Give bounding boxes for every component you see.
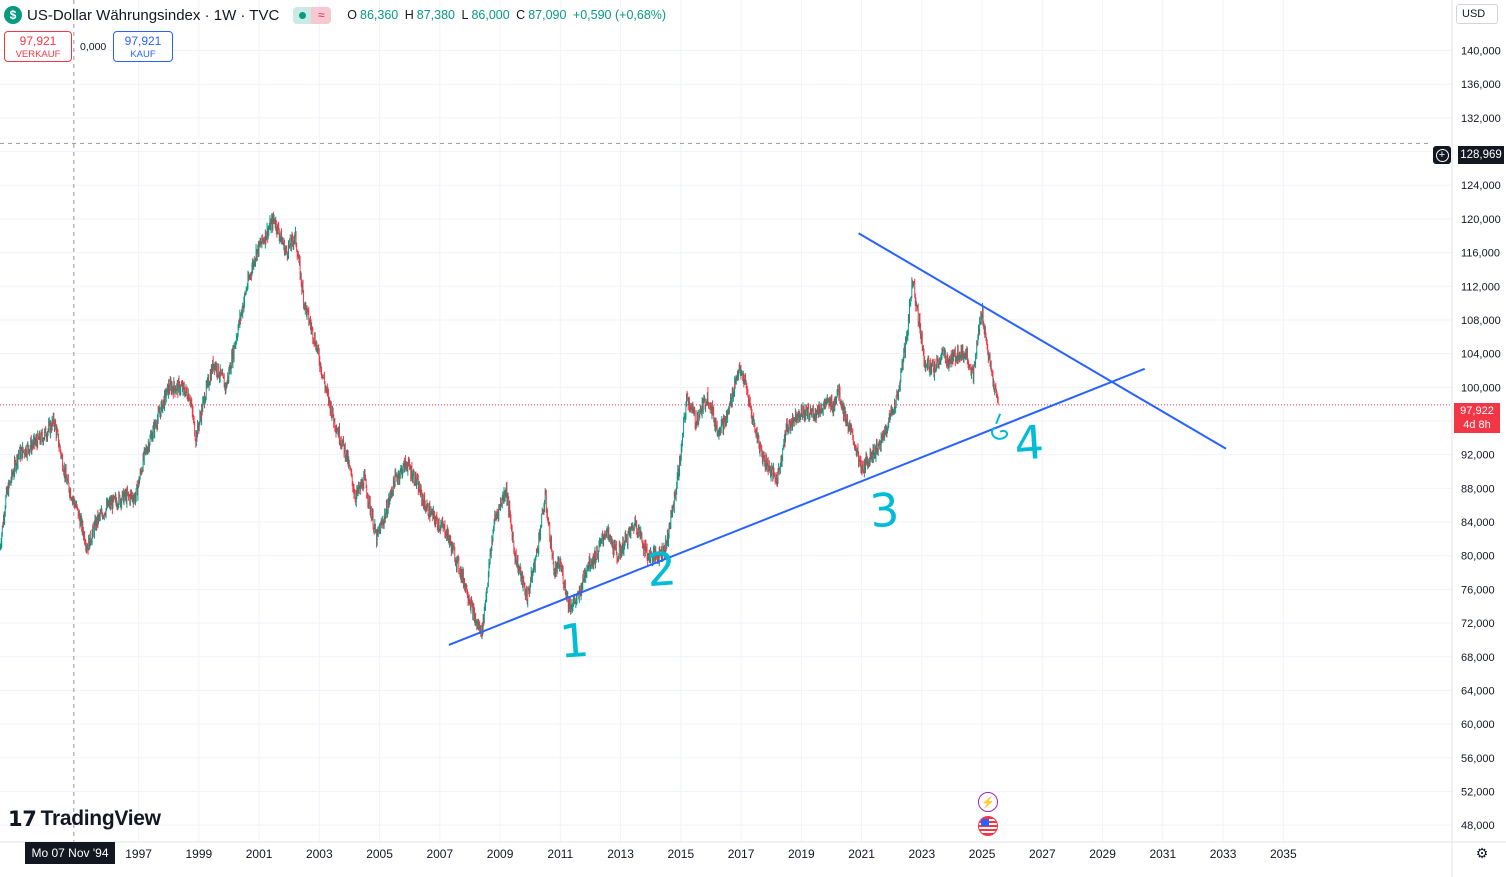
bar-countdown: 4d 8h <box>1463 419 1491 431</box>
x-tick-label: 1999 <box>185 847 212 861</box>
event-us-flag-icon[interactable] <box>978 816 998 836</box>
x-tick-label: 1997 <box>125 847 152 861</box>
y-tick-label: 72,000 <box>1461 618 1495 630</box>
annotation-2: 2 <box>645 541 678 597</box>
market-open-icon <box>293 6 312 24</box>
x-tick-label: 2019 <box>788 847 815 861</box>
y-tick-label: 48,000 <box>1461 820 1495 832</box>
plus-icon: + <box>1435 148 1449 162</box>
x-tick-label: 2017 <box>728 847 755 861</box>
x-tick-label: 2031 <box>1149 847 1176 861</box>
legend-header: $ US-Dollar Währungsindex · 1W · TVC ≈ O… <box>4 4 669 26</box>
y-tick-label: 92,000 <box>1461 450 1495 462</box>
status-pill[interactable]: ≈ <box>293 6 332 24</box>
x-tick-label: 2003 <box>306 847 333 861</box>
x-tick-label: 2015 <box>667 847 694 861</box>
y-tick-label: 56,000 <box>1461 753 1495 765</box>
add-alert-button[interactable]: + <box>1433 146 1451 164</box>
y-tick-label: 132,000 <box>1461 113 1501 125</box>
x-tick-label: 2009 <box>487 847 514 861</box>
low-label: L <box>461 8 469 22</box>
y-tick-label: 84,000 <box>1461 517 1495 529</box>
x-tick-label: 2023 <box>908 847 935 861</box>
trendlines <box>448 232 1227 646</box>
y-tick-label: 120,000 <box>1461 214 1501 226</box>
change-value: +0,590 (+0,68%) <box>572 8 667 22</box>
annotation-3: 3 <box>868 482 901 538</box>
current-price: 97,922 <box>1460 405 1494 417</box>
sell-button[interactable]: 97,921 VERKAUF <box>4 31 72 62</box>
x-tick-label: 2025 <box>969 847 996 861</box>
logo-text: TradingView <box>40 807 161 830</box>
buy-price: 97,921 <box>124 34 162 48</box>
x-tick-label: 2027 <box>1029 847 1056 861</box>
y-tick-label: 124,000 <box>1461 180 1501 192</box>
annotation-4: 4 <box>1013 415 1046 471</box>
annotation-scribble <box>991 413 1009 440</box>
x-tick-label: 2011 <box>547 847 573 861</box>
tradingview-logo-icon: 𝟭𝟳 <box>8 807 37 831</box>
high-value: 87,380 <box>416 8 456 22</box>
y-tick-label: 100,000 <box>1461 382 1501 394</box>
currency-select[interactable]: USD <box>1456 4 1498 24</box>
trendline-resistance <box>858 232 1227 450</box>
sell-price: 97,921 <box>19 34 57 48</box>
settings-gear-icon[interactable]: ⚙ <box>1475 844 1489 861</box>
y-tick-label: 60,000 <box>1461 719 1495 731</box>
indicator-badge: ≈ <box>311 6 332 24</box>
spread-value: 0,000 <box>80 41 107 53</box>
y-tick-label: 140,000 <box>1461 46 1501 58</box>
annotations: 12 3 4 <box>558 413 1046 669</box>
y-tick-label: 88,000 <box>1461 483 1495 495</box>
y-tick-label: 108,000 <box>1461 315 1501 327</box>
low-value: 86,000 <box>471 8 510 22</box>
annotation-1: 1 <box>558 613 591 669</box>
y-tick-label: 52,000 <box>1461 786 1495 798</box>
symbol-icon[interactable]: $ <box>4 6 22 24</box>
trendline-support <box>448 367 1146 646</box>
symbol-title[interactable]: US-Dollar Währungsindex · 1W · TVC <box>27 6 280 24</box>
y-tick-label: 64,000 <box>1461 685 1495 697</box>
x-tick-label: 2021 <box>848 847 875 861</box>
open-value: 86,360 <box>360 8 399 22</box>
event-lightning-icon[interactable]: ⚡ <box>978 792 998 812</box>
y-tick-label: 76,000 <box>1461 584 1495 596</box>
close-value: 87,090 <box>528 8 567 22</box>
open-label: O <box>347 8 358 22</box>
x-tick-label: 2029 <box>1089 847 1116 861</box>
close-label: C <box>516 8 526 22</box>
x-tick-label: 2005 <box>366 847 393 861</box>
crosshair-date-label: Mo 07 Nov '94 <box>25 842 115 864</box>
buy-label: KAUF <box>130 49 156 60</box>
y-tick-label: 136,000 <box>1461 79 1501 91</box>
y-tick-label: 116,000 <box>1461 248 1500 260</box>
y-tick-label: 104,000 <box>1461 349 1501 361</box>
x-tick-label: 2013 <box>607 847 634 861</box>
tradingview-logo[interactable]: 𝟭𝟳 TradingView <box>8 807 161 831</box>
x-tick-label: 2007 <box>426 847 453 861</box>
sell-label: VERKAUF <box>15 49 61 60</box>
x-tick-label: 2033 <box>1210 847 1237 861</box>
ohlc-values: O 86,360 H 87,380 L 86,000 C 87,090 +0,590 (… <box>347 8 669 22</box>
y-tick-label: 80,000 <box>1461 551 1495 563</box>
buy-button[interactable]: 97,921 KAUF <box>113 31 173 62</box>
y-tick-label: 112,000 <box>1461 281 1500 293</box>
crosshair-price-label: 128,969 <box>1458 146 1504 164</box>
high-label: H <box>404 8 414 22</box>
x-tick-label: 2035 <box>1270 847 1297 861</box>
y-tick-label: 68,000 <box>1461 652 1495 664</box>
x-tick-label: 2001 <box>246 847 273 861</box>
candlestick-series <box>0 211 1452 640</box>
current-price-label: 97,922 4d 8h <box>1454 403 1500 433</box>
